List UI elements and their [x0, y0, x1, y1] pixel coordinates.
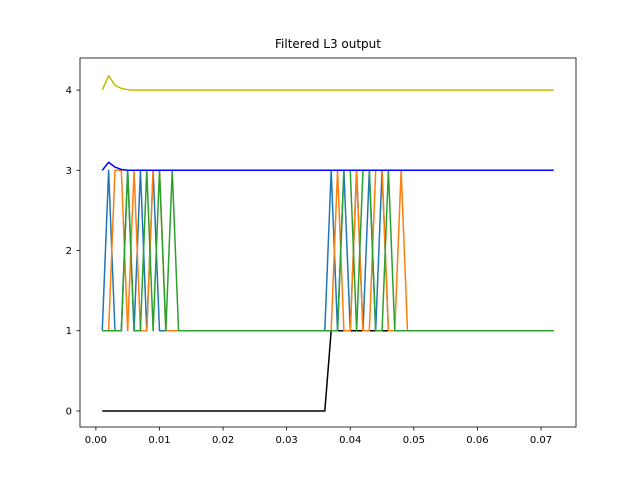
- series-line-4: [102, 169, 554, 332]
- x-tick-label: 0.01: [148, 435, 170, 446]
- y-tick-label: 3: [66, 166, 72, 177]
- x-tick-label: 0.03: [276, 435, 298, 446]
- x-tick-label: 0.05: [403, 435, 425, 446]
- series-line-5: [101, 161, 554, 172]
- series-line-6: [101, 74, 554, 91]
- y-tick-label: 2: [66, 246, 72, 257]
- x-axis: 0.00 0.01 0.02 0.03 0.04 0.05 0.06 0.07: [85, 427, 552, 446]
- y-axis: 0 1 2 3 4: [66, 86, 80, 417]
- x-tick-label: 0.00: [85, 435, 107, 446]
- plot-area-frame: [79, 57, 577, 428]
- x-tick-label: 0.06: [466, 435, 488, 446]
- y-tick-label: 4: [66, 86, 72, 97]
- x-tick-label: 0.04: [339, 435, 361, 446]
- y-tick-label: 1: [66, 326, 72, 337]
- chart-title: Filtered L3 output: [275, 37, 381, 51]
- x-tick-label: 0.02: [212, 435, 234, 446]
- series-layer: [101, 74, 554, 412]
- y-tick-label: 0: [66, 406, 72, 417]
- x-tick-label: 0.07: [530, 435, 552, 446]
